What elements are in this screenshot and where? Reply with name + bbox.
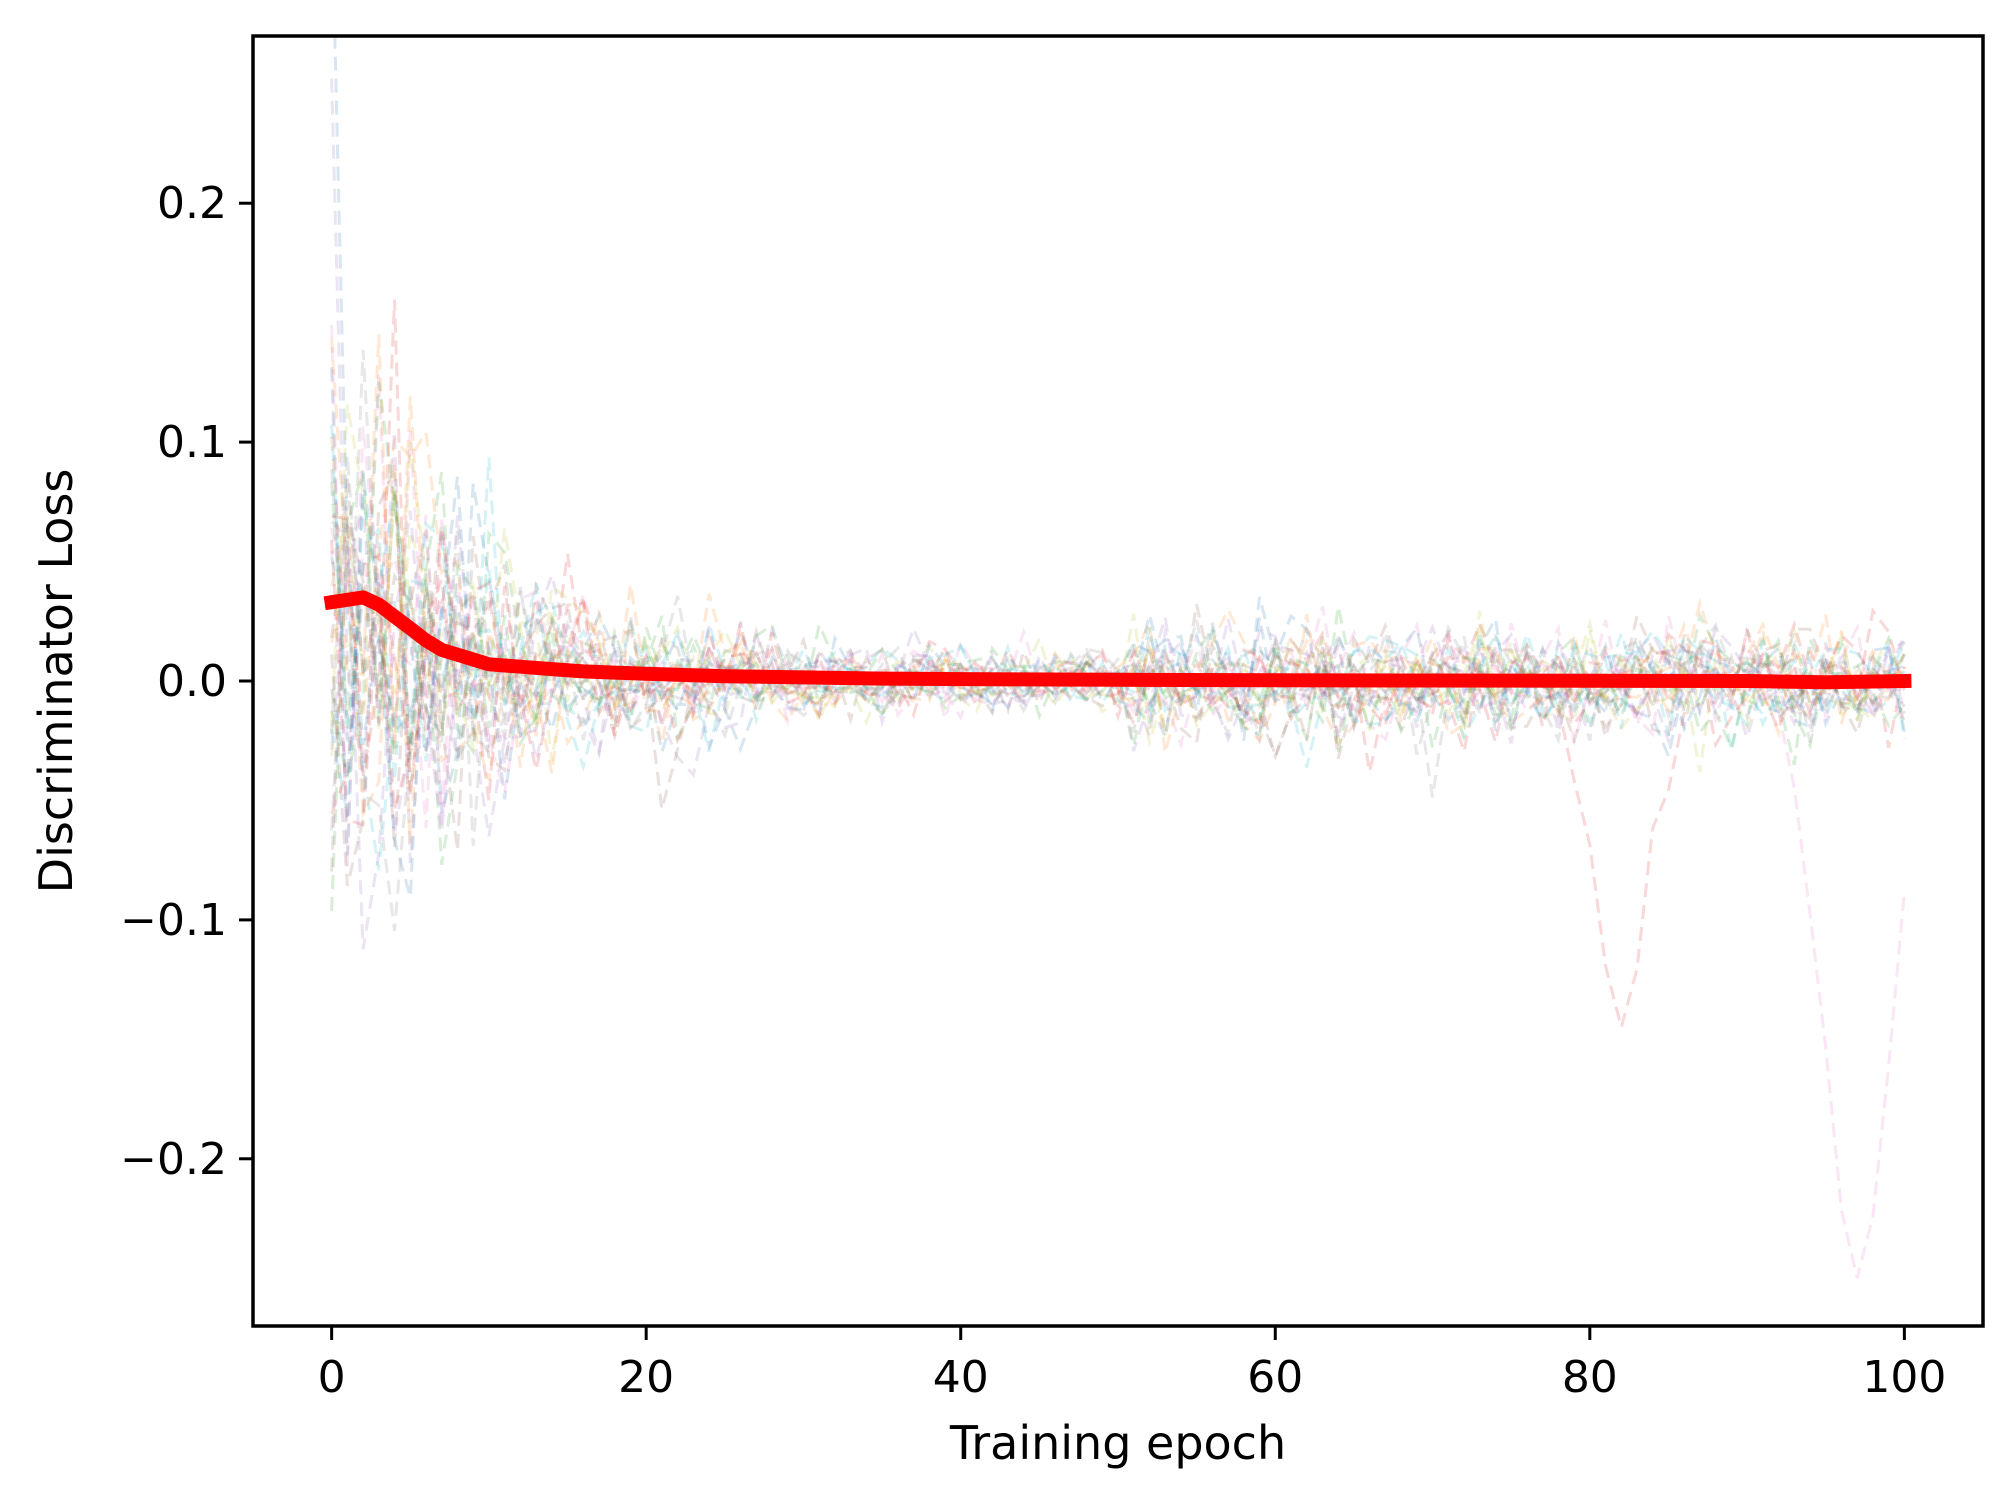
background-run-4 — [330, 527, 1906, 1034]
background-run-22 — [330, 338, 1906, 844]
background-run-15 — [330, 510, 1906, 950]
background-run-14 — [330, 539, 1905, 827]
x-tick-label-80: 80 — [1562, 1352, 1618, 1403]
y-tick-label-3: 0.1 — [157, 417, 227, 468]
background-run-2 — [330, 428, 1906, 781]
x-tick-label-60: 60 — [1247, 1352, 1303, 1403]
x-tick-label-100: 100 — [1862, 1352, 1946, 1403]
background-run-27 — [330, 514, 1906, 826]
series-layer — [323, 590, 1912, 690]
background-run-5 — [330, 431, 1906, 863]
y-tick-label-4: 0.2 — [157, 178, 227, 229]
background-run-20 — [330, 457, 1906, 871]
background-run-6 — [330, 516, 1906, 851]
x-tick-label-20: 20 — [618, 1352, 674, 1403]
background-run-18 — [330, 520, 1906, 932]
x-axis-label: Training epoch — [949, 1416, 1286, 1470]
background-run-7 — [330, 374, 1906, 1279]
background-run-17 — [330, 325, 1906, 867]
y-tick-label-2: 0.0 — [157, 656, 227, 707]
background-run-25 — [330, 78, 1906, 834]
y-axis-ticks: −0.2 −0.1 0.0 0.1 0.2 — [120, 178, 253, 1185]
series-line-1 — [323, 590, 1912, 690]
x-tick-label-40: 40 — [933, 1352, 989, 1403]
background-run-12 — [330, 334, 1906, 774]
y-tick-label-0: −0.2 — [120, 1134, 227, 1185]
background-run-28 — [330, 454, 1906, 756]
background-run-8 — [330, 349, 1906, 847]
background-run-19 — [330, 490, 1906, 739]
x-axis-ticks: 0 20 40 60 80 100 — [318, 1326, 1946, 1403]
x-tick-label-0: 0 — [318, 1352, 346, 1403]
background-run-21 — [330, 483, 1906, 898]
background-runs — [330, 36, 1906, 1279]
background-run-29 — [330, 404, 1905, 759]
background-run-3 — [330, 471, 1906, 757]
background-run-16 — [330, 477, 1906, 872]
background-run-11 — [330, 367, 1906, 856]
y-tick-label-1: −0.1 — [120, 895, 227, 946]
y-axis-label: Discriminator Loss — [29, 469, 83, 894]
